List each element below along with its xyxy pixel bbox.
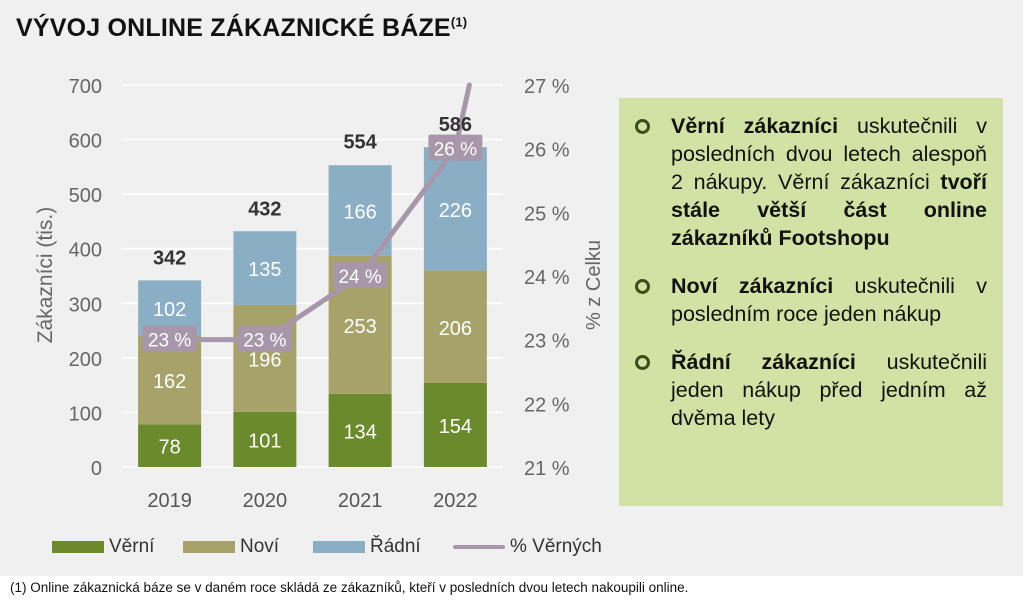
y-tick-label: 100 [69,403,102,425]
total-label: 554 [343,132,377,154]
bar-segment-radni [233,231,297,305]
bullet-icon [635,355,650,370]
y-tick-label: 200 [69,349,102,371]
bullet-icon [635,119,650,134]
y-tick-label: 700 [69,76,102,98]
legend-swatch-radni [313,541,365,553]
bullet-icon [635,279,650,294]
legend-label-novi: Noví [240,536,280,557]
info-item-verni: Věrní zákazníci uskutečnili v posledních… [635,112,987,252]
y2-tick-label: 21 % [524,458,570,480]
y2-tick-label: 27 % [524,76,570,98]
y-tick-label: 600 [69,131,102,153]
y2-tick-label: 22 % [524,394,570,416]
chart-svg: 23 % 23 % 24 % 26 % 78 162 102 342 101 196 135 432… [34,76,605,512]
total-label: 586 [439,114,472,136]
bar-segment-radni [328,165,392,256]
data-label: 206 [439,318,472,340]
y-tick-label: 0 [91,458,102,480]
legend-label-verni: Věrní [109,536,155,557]
verni-share-line: 23 % 23 % 24 % 26 % [142,82,483,352]
data-label: 102 [153,299,186,321]
y2-axis-title: % z Celku [583,240,605,330]
legend-label-verni-share: % Věrných [510,536,602,557]
info-box: Věrní zákazníci uskutečnili v posledních… [619,98,1003,506]
bar-segment-verni [233,411,297,467]
data-label: 78 [159,437,181,459]
footnote: (1) Online zákaznická báze se v daném ro… [10,580,689,595]
legend-item-verni: Věrní [52,536,154,558]
data-label: 226 [439,200,472,222]
verni-share-point [333,262,388,288]
bar-segment-novi [423,270,487,383]
legend-item-verni-share: % Věrných [453,536,602,558]
data-label: 166 [343,202,376,224]
y2-tick-label: 24 % [524,267,570,289]
verni-share-label: 26 % [434,140,477,161]
y-tick-label: 500 [69,185,102,207]
legend-item-radni: Řádní [313,536,421,558]
verni-share-label: 24 % [338,267,381,288]
y-tick-label: 300 [69,294,102,316]
data-label: 101 [248,430,281,452]
y-axis-title: Zákazníci (tis.) [34,207,57,344]
data-label: 154 [439,416,472,438]
labels: 78 162 102 342 101 196 135 432 134 253 166 554 154 20… [153,114,472,459]
info-text-verni: Věrní zákazníci uskutečnili v posledních… [671,114,987,250]
legend-item-novi: Noví [183,536,279,558]
y2-tick-label: 26 % [524,140,570,162]
y2-tick-label: 23 % [524,331,570,353]
x-tick-label: 2020 [243,490,288,512]
legend-label-radni: Řádní [370,536,421,557]
x-tick-label: 2019 [147,490,192,512]
total-label: 432 [248,198,281,220]
info-text-radni: Řádní zákazníci uskutečnili jeden nákup … [671,350,987,430]
bar-segment-verni [138,424,202,467]
chart-title: VÝVOJ ONLINE ZÁKAZNICKÉ BÁZE(1) [16,14,468,42]
x-tick-label: 2022 [433,490,478,512]
legend: Věrní Noví Řádní % Věrných [0,536,700,566]
bar-segment-radni [423,147,487,271]
info-item-novi: Noví zákazníci uskutečnili v posledním r… [635,272,987,328]
data-label: 196 [248,349,281,371]
legend-swatch-novi [183,541,235,553]
axes: 0 100 200 300 400 500 600 700 21 % 22 % 23 % 24 % 25… [34,76,605,512]
verni-share-label: 23 % [148,331,191,352]
y2-tick-label: 25 % [524,203,570,225]
bar-segment-verni [423,382,487,467]
info-item-radni: Řádní zákazníci uskutečnili jeden nákup … [635,348,987,432]
legend-line-verni-share [453,545,505,549]
total-label: 342 [153,247,186,269]
data-label: 162 [153,371,186,393]
bar-segment-verni [328,393,392,467]
data-label: 134 [343,421,376,443]
data-label: 253 [343,316,376,338]
verni-share-point [237,325,292,352]
verni-share-label: 23 % [243,331,286,352]
verni-share-point [428,134,483,161]
x-tick-label: 2021 [338,490,383,512]
info-text-novi: Noví zákazníci uskutečnili v posledním r… [671,274,987,326]
y-tick-label: 400 [69,240,102,262]
legend-swatch-verni [52,541,104,553]
data-label: 135 [248,259,281,281]
verni-share-point [142,325,197,352]
